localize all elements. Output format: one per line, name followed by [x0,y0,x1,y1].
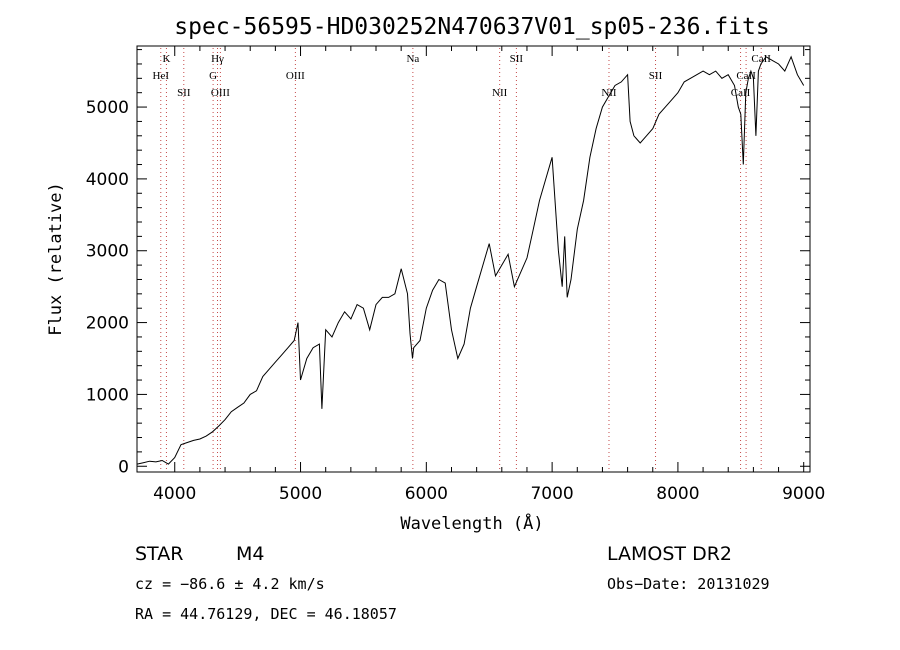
line-label: CaII [731,87,751,99]
line-label: OIII [211,87,230,99]
line-label: SII [177,87,191,99]
coordinates: RA = 44.76129, DEC = 46.18057 [135,605,397,623]
chart-title: spec-56595-HD030252N470637V01_sp05-236.f… [174,14,769,40]
line-label: Hγ [211,53,224,65]
y-axis-ticks: 0 1000 2000 3000 4000 5000 [86,49,810,477]
emission-line-markers [160,48,762,472]
x-tick-label: 9000 [782,484,825,504]
line-label: NII [601,87,617,99]
line-label: HeI [153,70,170,82]
line-label: K [162,53,170,65]
x-axis-ticks: 4000 5000 6000 7000 8000 9000 [153,46,825,504]
line-label: SII [510,53,524,65]
object-subclass: M4 [236,543,264,565]
x-axis-label: Wavelength (Å) [400,512,543,534]
obs-date: Obs−Date: 20131029 [607,575,770,593]
line-label: SII [649,70,663,82]
y-tick-label: 5000 [86,98,129,118]
plot-frame [136,45,811,473]
x-tick-label: 6000 [405,484,448,504]
y-tick-label: 1000 [86,385,129,405]
x-tick-label: 4000 [153,484,196,504]
spectrum-line [136,55,805,465]
x-tick-label: 7000 [530,484,573,504]
line-label: Na [406,53,419,65]
y-tick-label: 3000 [86,242,129,262]
y-axis-label: Flux (relative) [46,182,66,336]
line-label: CaII [751,53,771,65]
survey-name: LAMOST DR2 [607,543,732,565]
x-tick-label: 5000 [279,484,322,504]
line-label: OIII [286,70,305,82]
redshift-info: cz = −86.6 ± 4.2 km/s [135,575,325,593]
x-tick-label: 8000 [656,484,699,504]
object-class: STAR [135,543,183,565]
line-label: G [209,70,217,82]
y-tick-label: 0 [118,457,129,477]
y-tick-label: 4000 [86,170,129,190]
line-label: NII [492,87,508,99]
y-tick-label: 2000 [86,314,129,334]
